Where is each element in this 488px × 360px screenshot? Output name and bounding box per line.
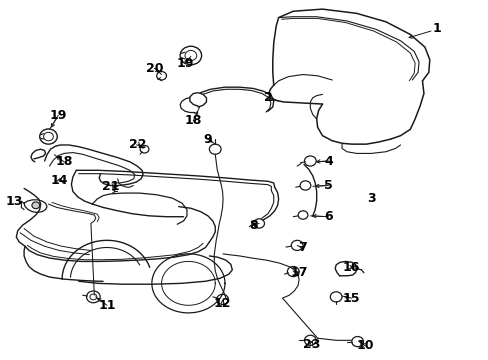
Text: 16: 16 bbox=[342, 261, 359, 274]
Text: 12: 12 bbox=[213, 297, 231, 310]
Text: 11: 11 bbox=[98, 299, 116, 312]
Text: 4: 4 bbox=[324, 154, 332, 167]
Text: 10: 10 bbox=[356, 339, 373, 352]
Text: 7: 7 bbox=[297, 241, 306, 254]
Text: 1: 1 bbox=[432, 22, 441, 35]
Circle shape bbox=[32, 202, 40, 209]
Text: 21: 21 bbox=[102, 180, 119, 193]
Text: 18: 18 bbox=[184, 114, 202, 127]
Text: 19: 19 bbox=[49, 109, 67, 122]
Text: 14: 14 bbox=[50, 174, 68, 186]
Text: 8: 8 bbox=[248, 219, 257, 231]
Text: 20: 20 bbox=[145, 62, 163, 75]
Text: 22: 22 bbox=[129, 138, 147, 150]
Text: 5: 5 bbox=[324, 179, 332, 192]
Text: 3: 3 bbox=[366, 193, 375, 206]
Text: 15: 15 bbox=[342, 292, 360, 305]
Text: 17: 17 bbox=[290, 266, 307, 279]
Text: 13: 13 bbox=[6, 195, 23, 208]
Text: 23: 23 bbox=[303, 338, 320, 351]
Text: 19: 19 bbox=[176, 57, 193, 69]
Text: 2: 2 bbox=[263, 91, 272, 104]
Text: 9: 9 bbox=[203, 132, 212, 145]
Text: 18: 18 bbox=[55, 156, 73, 168]
Text: 6: 6 bbox=[324, 210, 332, 223]
